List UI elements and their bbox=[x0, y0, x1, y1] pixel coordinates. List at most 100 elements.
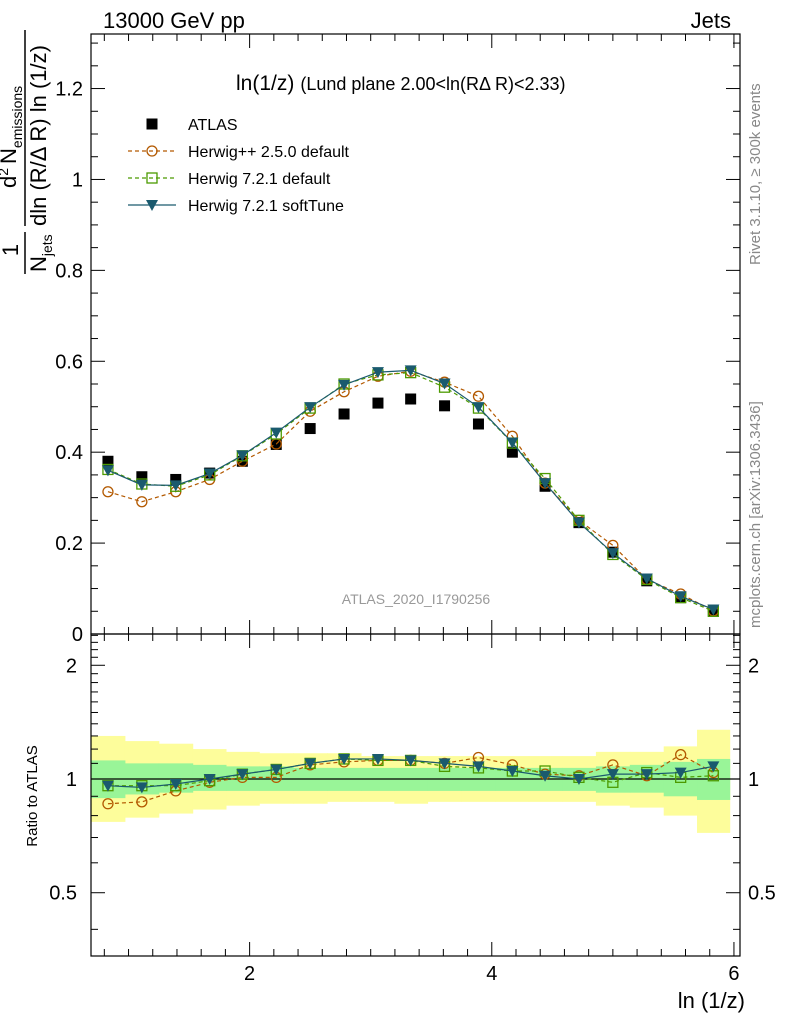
y-tick-label: 0.2 bbox=[55, 533, 83, 555]
y-tick-label: 1.2 bbox=[55, 79, 83, 101]
ratio-point bbox=[675, 748, 687, 761]
main-point bbox=[136, 496, 148, 508]
main-point bbox=[472, 402, 485, 414]
main-point bbox=[338, 379, 351, 391]
ratio-point bbox=[203, 773, 216, 785]
main-point bbox=[674, 591, 687, 603]
main-point bbox=[236, 450, 249, 462]
main-series-line bbox=[107, 369, 714, 611]
main-point bbox=[404, 365, 417, 377]
y-tick-label: 0.8 bbox=[55, 260, 83, 282]
legend: ATLAS Herwig++ 2.5.0 default Herwig 7.2.1 … bbox=[128, 117, 350, 215]
x-tick-label: 2 bbox=[244, 963, 255, 985]
main-point bbox=[472, 418, 484, 430]
ratio-ylabel: Ratio to ATLAS bbox=[24, 745, 41, 846]
ratio-point bbox=[270, 764, 283, 776]
main-point bbox=[135, 479, 148, 491]
ratio-point bbox=[606, 769, 619, 781]
ratio-point bbox=[707, 761, 720, 773]
main-series-triangle-down bbox=[101, 365, 720, 616]
legend-item: Herwig++ 2.5.0 default bbox=[128, 144, 350, 161]
ratio-y-tick-label-right: 2 bbox=[748, 655, 759, 677]
main-point bbox=[506, 437, 519, 449]
legend-label: Herwig++ 2.5.0 default bbox=[188, 144, 350, 161]
y-tick-label: 1 bbox=[72, 169, 83, 191]
main-point bbox=[438, 378, 451, 390]
ratio-y-tick-label-right: 0.5 bbox=[748, 883, 776, 905]
ratio-series-triangle-down bbox=[101, 753, 720, 794]
legend-item: ATLAS bbox=[146, 117, 238, 134]
ratio-point bbox=[169, 778, 182, 790]
ratio-point bbox=[102, 798, 114, 810]
x-axis-label: ln (1/z) bbox=[678, 988, 745, 1013]
ratio-frame bbox=[90, 633, 741, 957]
legend-marker bbox=[146, 200, 158, 211]
main-point bbox=[439, 400, 451, 412]
main-point bbox=[640, 573, 653, 585]
x-tick-label: 4 bbox=[486, 963, 497, 985]
header-left: 13000 GeV pp bbox=[103, 8, 245, 33]
ratio-point bbox=[236, 769, 249, 781]
legend-label: ATLAS bbox=[188, 117, 238, 134]
main-point bbox=[539, 478, 552, 490]
x-tick-label: 6 bbox=[728, 963, 739, 985]
ratio-y-tick-label-right: 1 bbox=[748, 769, 759, 791]
ratio-point bbox=[101, 780, 114, 792]
header-right: Jets bbox=[691, 8, 731, 33]
ratio-bands bbox=[91, 729, 731, 833]
legend-item: Herwig 7.2.1 default bbox=[128, 171, 331, 188]
legend-item: Herwig 7.2.1 softTune bbox=[128, 198, 344, 215]
main-series-line bbox=[107, 370, 714, 612]
main-point bbox=[102, 455, 114, 467]
main-point bbox=[572, 517, 585, 529]
ylabel-frac-num: 1 bbox=[0, 244, 23, 256]
watermark: ATLAS_2020_I1790256 bbox=[342, 591, 491, 607]
main-series-line bbox=[107, 372, 714, 612]
main-series-square bbox=[102, 393, 719, 617]
y-tick-label: 0.4 bbox=[55, 442, 83, 464]
ratio-point bbox=[338, 753, 351, 765]
main-point bbox=[203, 468, 216, 480]
ylabel-numerator: d2Nemissions bbox=[0, 86, 25, 188]
main-point bbox=[405, 393, 417, 405]
main-point bbox=[170, 473, 182, 485]
ratio-y-tick-label: 0.5 bbox=[49, 883, 77, 905]
rivet-label: Rivet 3.1.10, ≥ 300k events bbox=[747, 83, 764, 265]
legend-label: Herwig 7.2.1 default bbox=[188, 171, 331, 188]
main-point bbox=[472, 390, 485, 402]
main-point bbox=[371, 367, 384, 379]
ratio-point bbox=[135, 782, 148, 794]
ratio-y-tick-label: 1 bbox=[66, 769, 77, 791]
y-tick-label: 0.6 bbox=[55, 351, 83, 373]
main-point bbox=[372, 397, 384, 409]
ratio-point bbox=[472, 761, 485, 773]
ratio-point bbox=[371, 753, 384, 765]
main-axes: 0 0.2 0.4 0.6 0.8 1 1.2 bbox=[55, 34, 740, 646]
y-tick-label: 0 bbox=[72, 624, 83, 646]
plot-title: ln(1/z) (Lund plane 2.00<ln(RΔ R)<2.33) bbox=[236, 72, 566, 95]
ratio-point bbox=[674, 767, 687, 779]
main-point bbox=[606, 548, 619, 560]
ratio-point bbox=[640, 769, 653, 781]
legend-marker bbox=[146, 118, 158, 130]
ratio-point bbox=[539, 770, 552, 782]
main-panel: 0 0.2 0.4 0.6 0.8 1 1.2 ln(1/z) (Lund plane 2.0… bbox=[55, 33, 741, 646]
legend-marker bbox=[146, 145, 158, 157]
ratio-panel: 2 4 6 0.5 0.5 1 1 2 2 Ratio to ATLAS ln (1/z) bbox=[24, 633, 776, 1013]
main-series bbox=[101, 365, 720, 617]
legend-label: Herwig 7.2.1 softTune bbox=[188, 198, 344, 215]
main-point bbox=[270, 427, 283, 439]
main-point bbox=[169, 480, 182, 492]
ratio-point bbox=[404, 755, 417, 767]
main-point bbox=[506, 446, 518, 458]
ratio-point bbox=[572, 773, 585, 785]
main-ylabel: 1 Njets d2Nemissions dln (R/Δ R) ln (1/z… bbox=[0, 30, 55, 274]
main-point bbox=[136, 471, 148, 483]
main-point bbox=[338, 408, 350, 420]
ratio-point bbox=[136, 796, 148, 808]
main-point bbox=[304, 402, 317, 414]
ylabel-denominator: dln (R/Δ R) ln (1/z) bbox=[26, 45, 51, 226]
ratio-point bbox=[506, 765, 519, 777]
ylabel-frac-den: Njets bbox=[26, 234, 55, 272]
